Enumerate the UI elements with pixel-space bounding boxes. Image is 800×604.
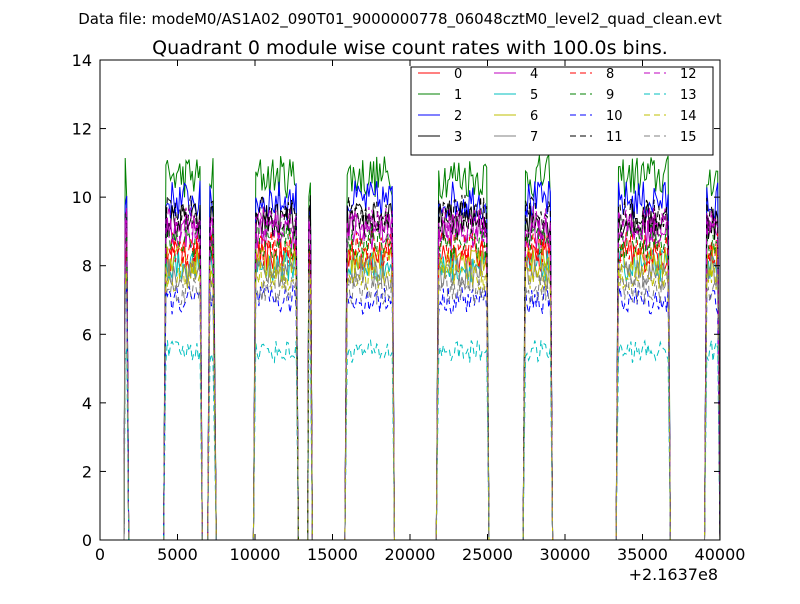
series-layer <box>100 153 720 540</box>
legend-label-13: 13 <box>680 88 697 103</box>
legend-label-3: 3 <box>454 130 462 145</box>
x-tick-label: 25000 <box>462 545 513 564</box>
legend-label-7: 7 <box>530 130 538 145</box>
chart-title: Quadrant 0 module wise count rates with … <box>152 37 668 59</box>
series-line-12 <box>100 205 720 540</box>
data-file-label: Data file: modeM0/AS1A02_090T01_90000007… <box>78 10 722 29</box>
legend-label-1: 1 <box>454 88 462 103</box>
legend-label-4: 4 <box>530 67 538 82</box>
legend-label-12: 12 <box>680 67 697 82</box>
x-tick-label: 10000 <box>230 545 281 564</box>
series-line-5 <box>100 248 720 540</box>
y-tick-label: 2 <box>82 462 92 481</box>
series-line-13 <box>100 339 720 540</box>
legend-label-14: 14 <box>680 109 697 124</box>
x-tick-label: 15000 <box>307 545 358 564</box>
legend-label-0: 0 <box>454 67 462 82</box>
series-line-7 <box>100 255 720 540</box>
x-tick-label: 20000 <box>385 545 436 564</box>
legend-label-8: 8 <box>606 67 614 82</box>
y-tick-label: 6 <box>82 325 92 344</box>
y-tick-label: 8 <box>82 257 92 276</box>
x-tick-label: 40000 <box>695 545 746 564</box>
series-line-11 <box>100 194 720 540</box>
x-tick-label: 30000 <box>540 545 591 564</box>
y-tick-label: 4 <box>82 394 92 413</box>
legend-label-9: 9 <box>606 88 614 103</box>
legend-label-11: 11 <box>606 130 623 145</box>
legend-label-15: 15 <box>680 130 697 145</box>
series-line-8 <box>100 230 720 540</box>
y-tick-label: 10 <box>72 188 92 207</box>
legend-label-10: 10 <box>606 109 623 124</box>
x-tick-label: 5000 <box>157 545 198 564</box>
legend-label-6: 6 <box>530 109 538 124</box>
y-tick-label: 0 <box>82 531 92 550</box>
series-line-15 <box>100 273 720 540</box>
legend-box <box>410 66 714 156</box>
x-offset-label: +2.1637e8 <box>629 565 718 584</box>
x-tick-label: 35000 <box>617 545 668 564</box>
x-tick-label: 0 <box>95 545 105 564</box>
legend-label-2: 2 <box>454 109 462 124</box>
axis-ticks: 0 5000 10000 15000 20000 25000 30000 35000 40000… <box>72 51 746 564</box>
series-line-14 <box>100 260 720 540</box>
series-line-10 <box>100 284 720 540</box>
y-tick-label: 12 <box>72 120 92 139</box>
y-tick-label: 14 <box>72 51 92 70</box>
legend-label-5: 5 <box>530 88 538 103</box>
